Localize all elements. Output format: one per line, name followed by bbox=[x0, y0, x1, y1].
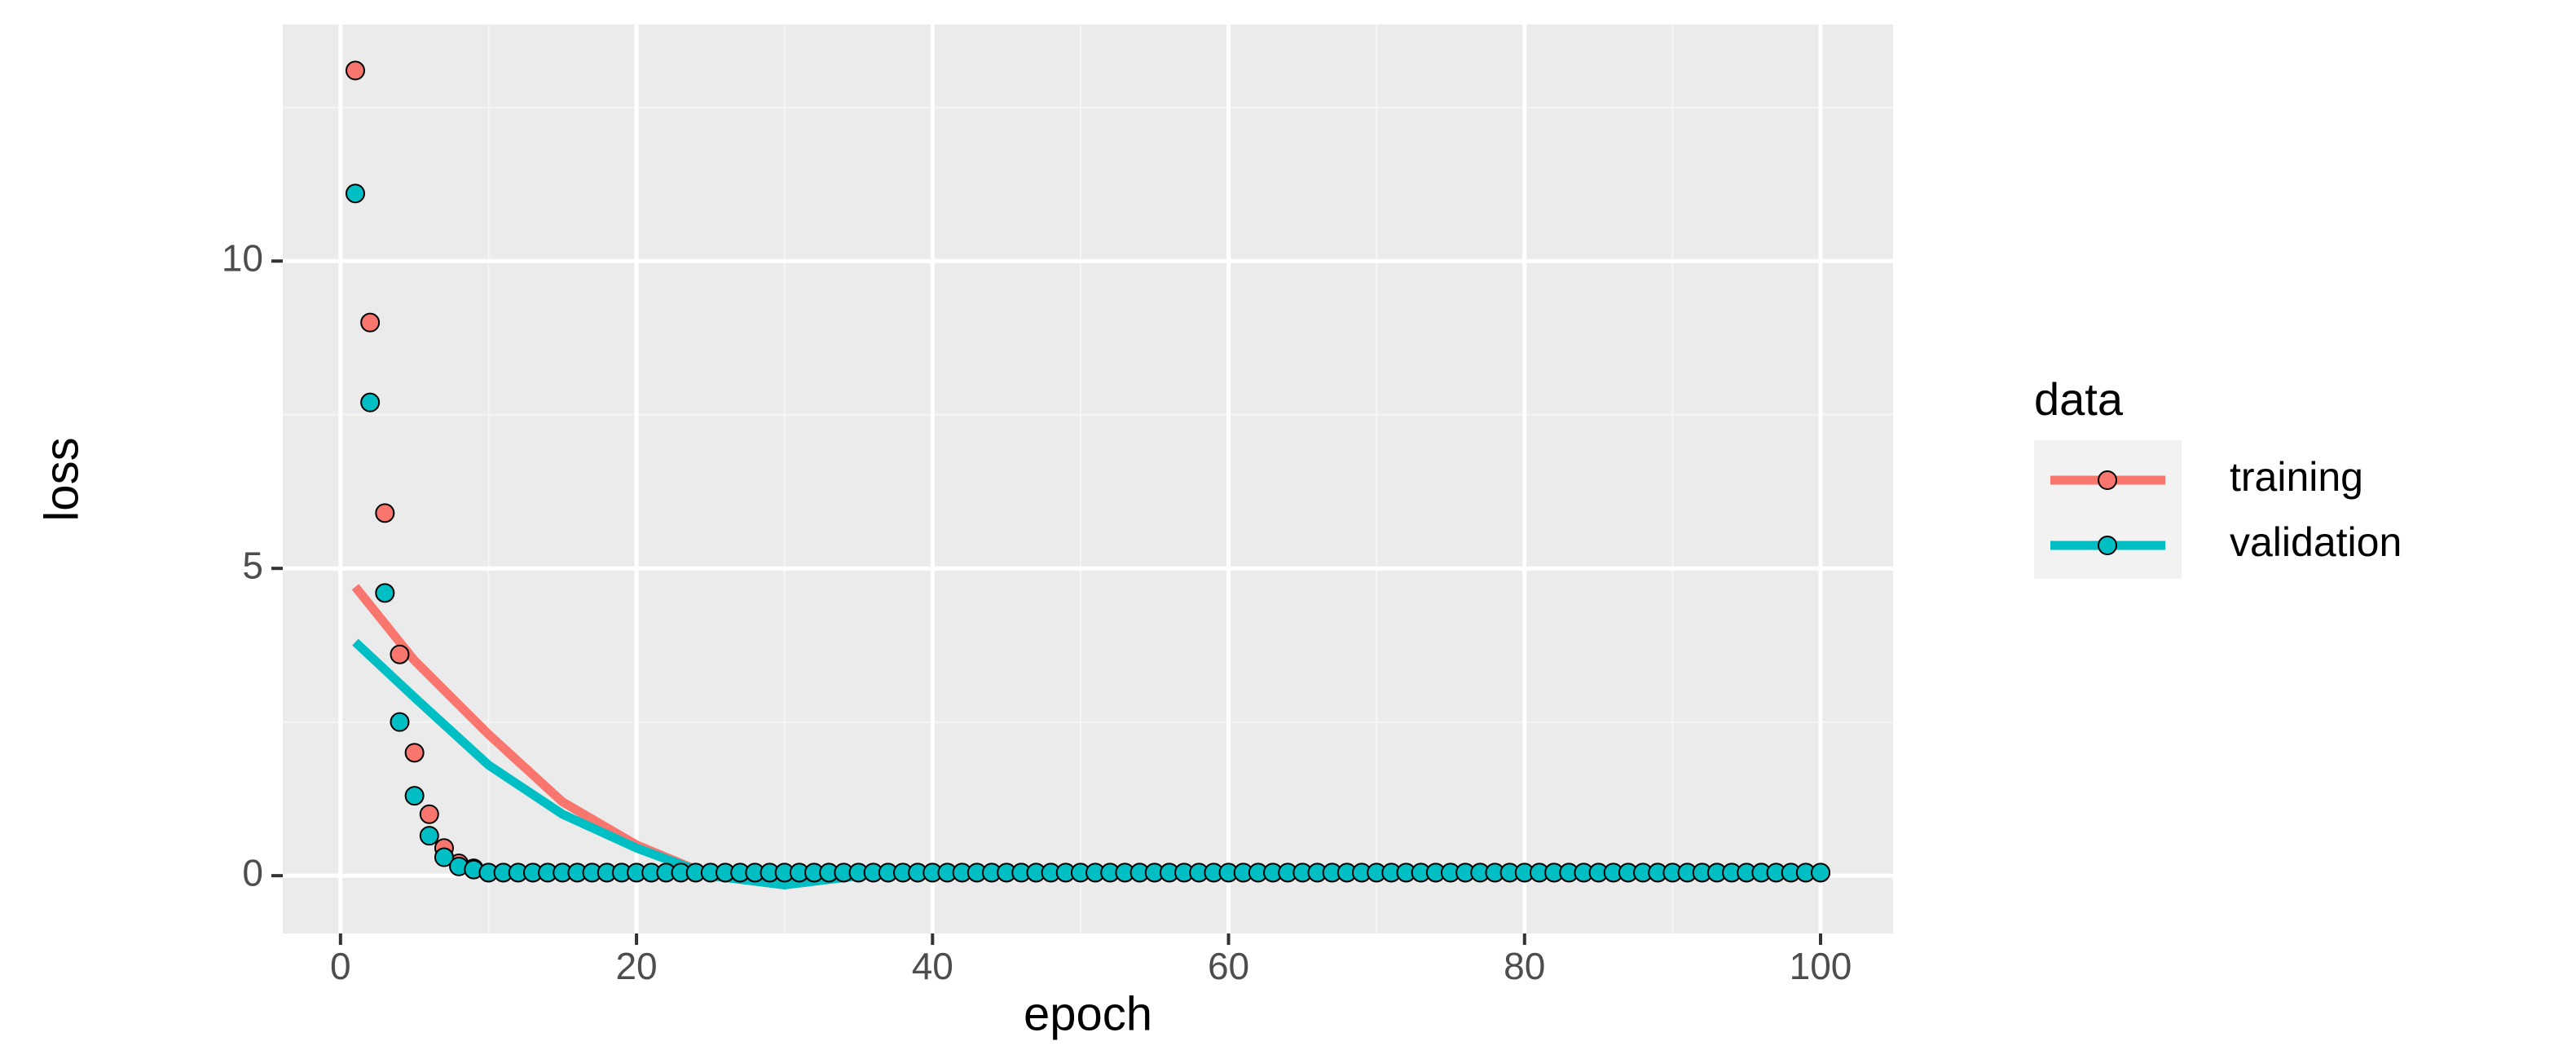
point bbox=[360, 312, 381, 333]
point bbox=[375, 503, 395, 523]
point bbox=[1811, 863, 1831, 883]
point bbox=[390, 712, 410, 732]
x-tick-label: 0 bbox=[330, 945, 351, 987]
x-tick-label: 100 bbox=[1790, 945, 1852, 987]
point bbox=[390, 644, 410, 664]
point bbox=[404, 743, 425, 763]
y-axis-title: loss bbox=[35, 437, 88, 521]
grid bbox=[283, 24, 1893, 933]
legend: training validation bbox=[2050, 454, 2402, 565]
point bbox=[375, 583, 395, 603]
legend-label: validation bbox=[2230, 519, 2402, 565]
legend-label: training bbox=[2230, 454, 2363, 500]
x-tick-label: 40 bbox=[912, 945, 953, 987]
point bbox=[345, 60, 365, 81]
panel bbox=[283, 24, 1893, 933]
y-tick-label: 0 bbox=[242, 851, 263, 894]
point bbox=[404, 786, 425, 806]
point bbox=[434, 847, 454, 867]
point bbox=[419, 804, 439, 824]
x-tick-label: 20 bbox=[615, 945, 657, 987]
legend-key-bg bbox=[2034, 440, 2182, 579]
legend-title: data bbox=[2034, 373, 2124, 425]
point bbox=[345, 183, 365, 204]
legend-point bbox=[2098, 536, 2117, 555]
marks bbox=[345, 60, 1831, 889]
y-tick-label: 5 bbox=[242, 544, 263, 586]
legend-point bbox=[2098, 470, 2117, 490]
point bbox=[419, 826, 439, 846]
x-tick-label: 80 bbox=[1504, 945, 1545, 987]
y-tick-label: 10 bbox=[222, 236, 263, 279]
point bbox=[360, 392, 381, 413]
x-axis-title: epoch bbox=[1024, 987, 1152, 1040]
x-tick-label: 60 bbox=[1208, 945, 1249, 987]
